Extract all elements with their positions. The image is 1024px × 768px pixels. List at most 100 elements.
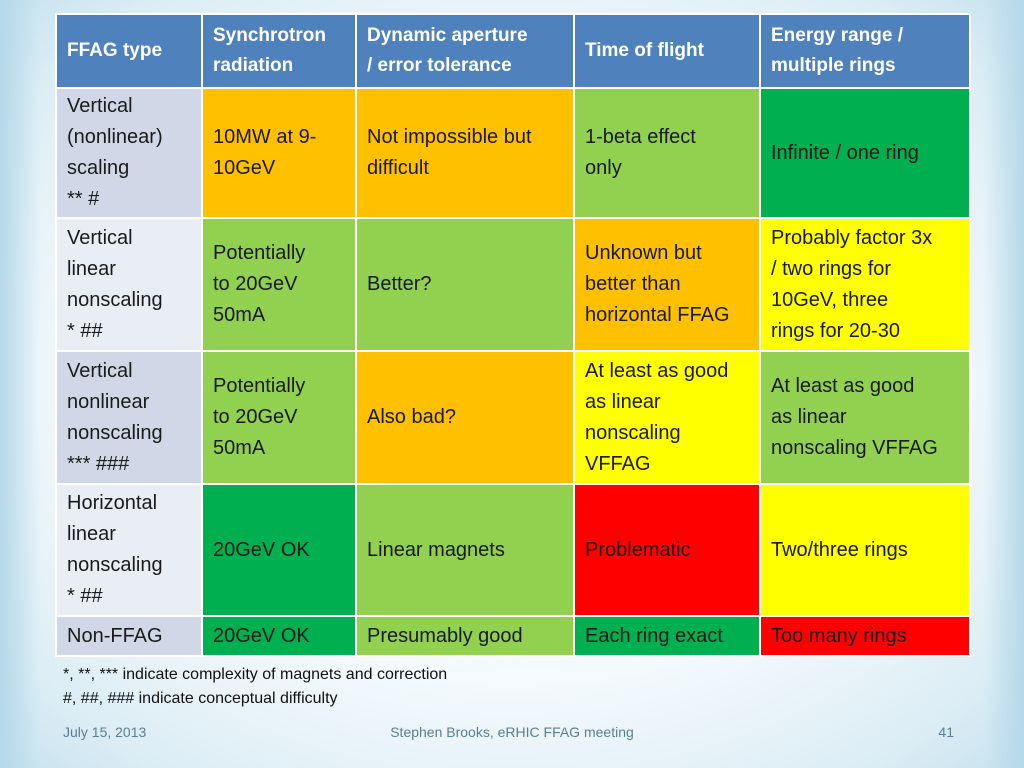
cell-line: 10GeV, three xyxy=(771,288,889,311)
table-cell: Each ring exact xyxy=(573,615,761,657)
cell-line: Probably factor 3x xyxy=(771,226,933,249)
table-cell: Also bad? xyxy=(355,350,575,485)
table-cell: 10MW at 9- 10GeV xyxy=(201,87,357,219)
cell-line: *** ### xyxy=(67,452,130,475)
cell-line: Potentially xyxy=(213,242,306,264)
cell-line: 10GeV xyxy=(213,157,276,179)
table-cell: Better? xyxy=(355,217,575,352)
row-ffag-type: Vertical linear nonscaling * ## xyxy=(55,217,203,352)
cell-line: Unknown but xyxy=(585,242,702,264)
cell-line: 50mA xyxy=(213,304,266,326)
cell-line: 50mA xyxy=(213,437,266,459)
cell-line: nonscaling xyxy=(67,554,163,576)
header-line: Synchrotron xyxy=(213,25,326,46)
cell-line: 1-beta effect xyxy=(585,126,696,148)
cell-line: linear xyxy=(67,523,116,545)
cell-line: difficult xyxy=(367,157,429,179)
cell-line: Vertical xyxy=(67,95,133,117)
cell-line: nonscaling xyxy=(585,421,681,444)
row-ffag-type: Non-FFAG xyxy=(55,615,203,657)
cell-line: At least as good xyxy=(771,375,915,397)
table-row: Vertical nonlinear nonscaling *** ### Potent… xyxy=(55,350,971,485)
table-cell: At least as good as linear nonscaling VFFA… xyxy=(759,350,971,485)
cell-line: nonlinear xyxy=(67,390,150,413)
cell-line: Vertical xyxy=(67,226,133,249)
header-line: Dynamic aperture xyxy=(367,25,528,46)
header-line: FFAG type xyxy=(67,40,163,61)
header-energy-range: Energy range / multiple rings xyxy=(759,13,971,89)
table-cell: Potentially to 20GeV 50mA xyxy=(201,350,357,485)
table-cell: Linear magnets xyxy=(355,483,575,617)
table-cell: Unknown but better than horizontal FFAG xyxy=(573,217,761,352)
footnotes: *, **, *** indicate complexity of magnet… xyxy=(63,663,447,711)
table-cell: 1-beta effect only xyxy=(573,87,761,219)
table-row: Vertical linear nonscaling * ## Potentially t… xyxy=(55,217,971,352)
table-cell: Problematic xyxy=(573,483,761,617)
cell-line: Presumably good xyxy=(367,624,523,647)
header-synchrotron-radiation: Synchrotron radiation xyxy=(201,13,357,89)
table-cell: 20GeV OK xyxy=(201,615,357,657)
header-line: Energy range / xyxy=(771,25,903,46)
cell-line: better than xyxy=(585,273,681,295)
footnote-complexity: *, **, *** indicate complexity of magnet… xyxy=(63,666,448,683)
cell-line: Better? xyxy=(367,273,432,295)
row-ffag-type: Vertical (nonlinear) scaling ** # xyxy=(55,87,203,219)
slide-edge-right xyxy=(984,0,1024,768)
cell-line: Non-FFAG xyxy=(67,624,163,647)
cell-line: Infinite / one ring xyxy=(771,141,919,164)
cell-line: 10MW at 9- xyxy=(213,126,317,148)
cell-line: At least as good xyxy=(585,359,729,382)
row-ffag-type: Vertical nonlinear nonscaling *** ### xyxy=(55,350,203,485)
cell-line: only xyxy=(585,157,622,179)
ffag-comparison-table: FFAG type Synchrotron radiation Dynamic … xyxy=(55,13,971,657)
header-line: radiation xyxy=(213,55,294,76)
cell-line: (nonlinear) xyxy=(67,126,163,148)
cell-line: Not impossible but xyxy=(367,126,532,148)
table-cell: Too many rings xyxy=(759,615,971,657)
cell-line: Potentially xyxy=(213,375,306,397)
cell-line: scaling xyxy=(67,157,130,179)
cell-line: * ## xyxy=(67,585,103,607)
cell-line: horizontal FFAG xyxy=(585,304,730,326)
cell-line: Vertical xyxy=(67,359,133,382)
table-cell: At least as good as linear nonscaling VFFAG xyxy=(573,350,761,485)
slide-edge-left xyxy=(0,0,40,768)
cell-line: Horizontal xyxy=(67,492,158,514)
cell-line: Each ring exact xyxy=(585,624,723,647)
header-ffag-type: FFAG type xyxy=(55,13,203,89)
cell-line: nonscaling xyxy=(67,421,163,444)
cell-line: as linear xyxy=(771,406,847,428)
cell-line: to 20GeV xyxy=(213,273,298,295)
cell-line: 20GeV OK xyxy=(213,624,310,647)
cell-line: nonscaling VFFAG xyxy=(771,437,938,459)
table-cell: Probably factor 3x / two rings for 10GeV, … xyxy=(759,217,971,352)
footnote-difficulty: #, ##, ### indicate conceptual difficult… xyxy=(63,690,338,707)
cell-line: nonscaling xyxy=(67,288,163,311)
header-row: FFAG type Synchrotron radiation Dynamic … xyxy=(55,13,971,89)
row-ffag-type: Horizontal linear nonscaling * ## xyxy=(55,483,203,617)
header-line: Time of flight xyxy=(585,40,704,61)
cell-line: rings for 20-30 xyxy=(771,319,900,342)
cell-line: linear xyxy=(67,257,116,280)
header-line: / error tolerance xyxy=(367,55,512,76)
header-time-of-flight: Time of flight xyxy=(573,13,761,89)
cell-line: * ## xyxy=(67,319,103,342)
footer-presenter: Stephen Brooks, eRHIC FFAG meeting xyxy=(390,724,634,740)
cell-line: Linear magnets xyxy=(367,538,505,561)
header-line: multiple rings xyxy=(771,55,896,76)
cell-line: / two rings for xyxy=(771,257,892,280)
footer-date: July 15, 2013 xyxy=(63,724,147,740)
table-row: Horizontal linear nonscaling * ## 20GeV OK Li… xyxy=(55,483,971,617)
table-header: FFAG type Synchrotron radiation Dynamic … xyxy=(55,13,971,89)
table-cell: Infinite / one ring xyxy=(759,87,971,219)
cell-line: Too many rings xyxy=(771,624,907,647)
cell-line: Also bad? xyxy=(367,406,456,428)
table-cell: 20GeV OK xyxy=(201,483,357,617)
cell-line: VFFAG xyxy=(585,452,651,475)
cell-line: to 20GeV xyxy=(213,406,298,428)
cell-line: as linear xyxy=(585,390,661,413)
cell-line: 20GeV OK xyxy=(213,538,310,561)
table-body: Vertical (nonlinear) scaling ** # 10MW at 9-… xyxy=(55,87,971,657)
table-cell: Presumably good xyxy=(355,615,575,657)
table-cell: Potentially to 20GeV 50mA xyxy=(201,217,357,352)
